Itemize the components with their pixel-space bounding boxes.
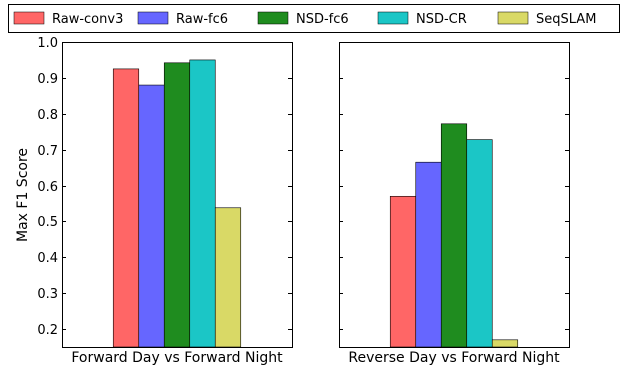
axes-frame bbox=[62, 42, 293, 348]
bar bbox=[415, 161, 442, 348]
bar bbox=[112, 68, 140, 348]
y-tick-label: 0.3 bbox=[37, 287, 58, 302]
y-tick-label: 0.7 bbox=[37, 144, 58, 159]
y-tick-label: 0.6 bbox=[37, 180, 58, 195]
bar bbox=[389, 195, 417, 348]
bar bbox=[163, 62, 191, 348]
legend-label: SeqSLAM bbox=[536, 12, 596, 27]
y-tick-label: 0.5 bbox=[37, 215, 58, 230]
y-tick-label: 0.8 bbox=[37, 108, 58, 123]
legend-swatch bbox=[497, 11, 529, 25]
bar bbox=[138, 84, 165, 348]
bar bbox=[214, 207, 242, 348]
legend-label: Raw-fc6 bbox=[176, 12, 228, 27]
legend-swatch bbox=[257, 11, 289, 25]
legend-swatch bbox=[377, 11, 409, 25]
y-tick-label: 0.9 bbox=[37, 72, 58, 87]
legend-swatch bbox=[13, 11, 45, 25]
axes-frame bbox=[339, 42, 570, 348]
y-axis-label: Max F1 Score bbox=[15, 148, 31, 242]
legend-swatch bbox=[137, 11, 169, 25]
legend-label: NSD-fc6 bbox=[296, 12, 349, 27]
bar bbox=[440, 123, 468, 348]
legend-label: NSD-CR bbox=[416, 12, 467, 27]
bar bbox=[491, 339, 519, 348]
y-tick-label: 0.2 bbox=[37, 323, 58, 338]
y-tick-label: 1.0 bbox=[37, 36, 58, 51]
bar bbox=[466, 139, 493, 348]
x-category-label: Forward Day vs Forward Night bbox=[71, 350, 283, 365]
legend-label: Raw-conv3 bbox=[52, 12, 123, 27]
x-category-label: Reverse Day vs Forward Night bbox=[348, 350, 560, 365]
y-tick-label: 0.4 bbox=[37, 251, 58, 266]
bar bbox=[189, 59, 216, 348]
